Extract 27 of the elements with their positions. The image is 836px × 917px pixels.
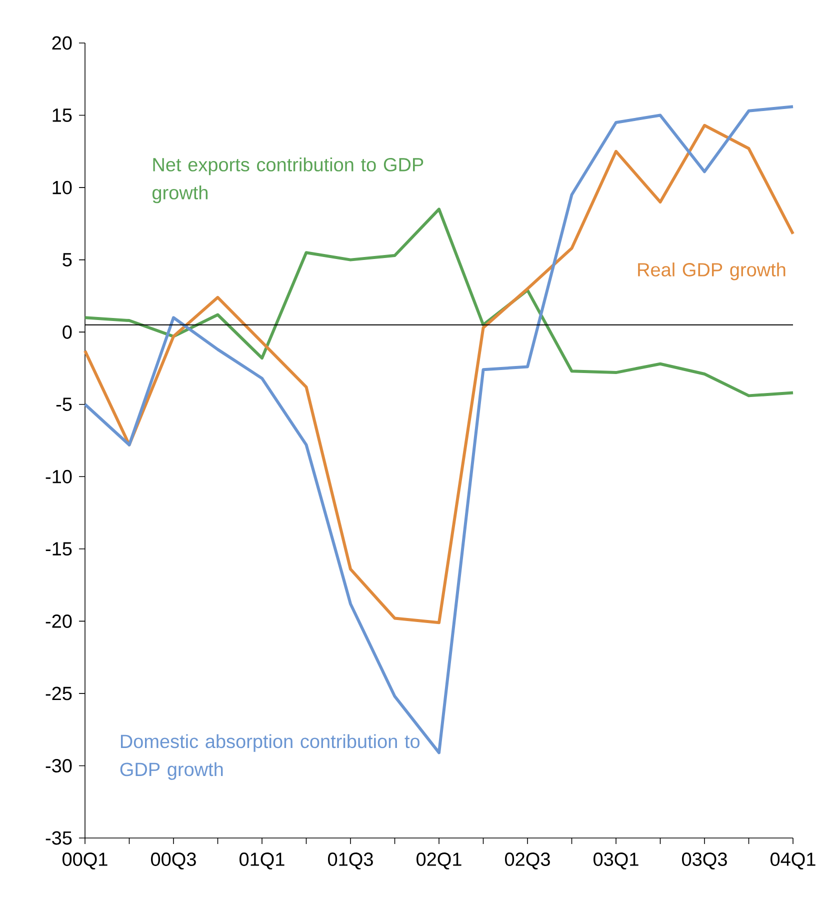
x-tick-label: 02Q1 [416,852,462,870]
y-tick-label: -25 [46,686,72,700]
y-tick-label: 15 [52,108,72,122]
x-tick-label: 00Q1 [62,852,108,870]
x-tick-label: 02Q3 [505,852,550,870]
line-series [84,208,795,398]
x-tick-label: 04Q1 [770,852,816,870]
y-tick-label: 0 [62,325,72,339]
series-label: Domestic absorption contribution to GDP growth [120,734,420,780]
x-tick-label: 01Q3 [328,852,373,870]
line-series [84,124,795,624]
x-tick-label: 03Q3 [682,852,727,870]
y-tick-label: -20 [46,614,72,628]
x-tick-label: 03Q1 [594,852,638,870]
x-tick-label: 00Q3 [151,852,196,870]
series-label: Net exports contribution to GDP growth [152,157,424,204]
y-tick-label: -10 [46,470,72,484]
line-series [84,105,795,754]
y-tick-label: 20 [52,36,72,50]
y-tick-label: 10 [52,180,72,194]
x-tick-label: 01Q1 [240,852,284,870]
y-tick-label: 5 [62,253,72,266]
series-label: Real GDP growth [638,262,786,280]
y-tick-label: -5 [56,398,72,411]
y-tick-label: -15 [46,542,72,556]
y-tick-label: -35 [46,831,72,845]
y-tick-label: -30 [46,759,72,772]
